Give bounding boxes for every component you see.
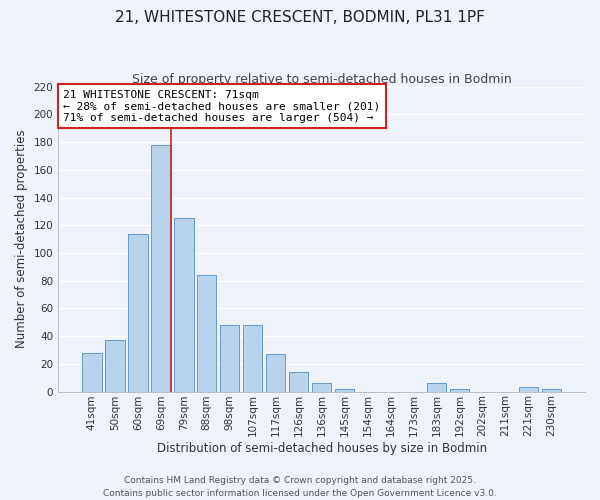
Y-axis label: Number of semi-detached properties: Number of semi-detached properties <box>15 130 28 348</box>
Bar <box>82 352 101 392</box>
X-axis label: Distribution of semi-detached houses by size in Bodmin: Distribution of semi-detached houses by … <box>157 442 487 455</box>
Bar <box>427 383 446 392</box>
Bar <box>151 145 170 392</box>
Bar <box>312 383 331 392</box>
Text: 21 WHITESTONE CRESCENT: 71sqm
← 28% of semi-detached houses are smaller (201)
71: 21 WHITESTONE CRESCENT: 71sqm ← 28% of s… <box>64 90 380 123</box>
Bar <box>174 218 194 392</box>
Bar <box>542 389 561 392</box>
Bar <box>266 354 286 392</box>
Bar <box>128 234 148 392</box>
Bar <box>105 340 125 392</box>
Bar <box>197 275 217 392</box>
Bar <box>289 372 308 392</box>
Text: 21, WHITESTONE CRESCENT, BODMIN, PL31 1PF: 21, WHITESTONE CRESCENT, BODMIN, PL31 1P… <box>115 10 485 25</box>
Bar <box>220 325 239 392</box>
Bar <box>243 325 262 392</box>
Bar <box>449 389 469 392</box>
Bar <box>518 388 538 392</box>
Bar <box>335 389 355 392</box>
Text: Contains HM Land Registry data © Crown copyright and database right 2025.
Contai: Contains HM Land Registry data © Crown c… <box>103 476 497 498</box>
Title: Size of property relative to semi-detached houses in Bodmin: Size of property relative to semi-detach… <box>132 72 511 86</box>
